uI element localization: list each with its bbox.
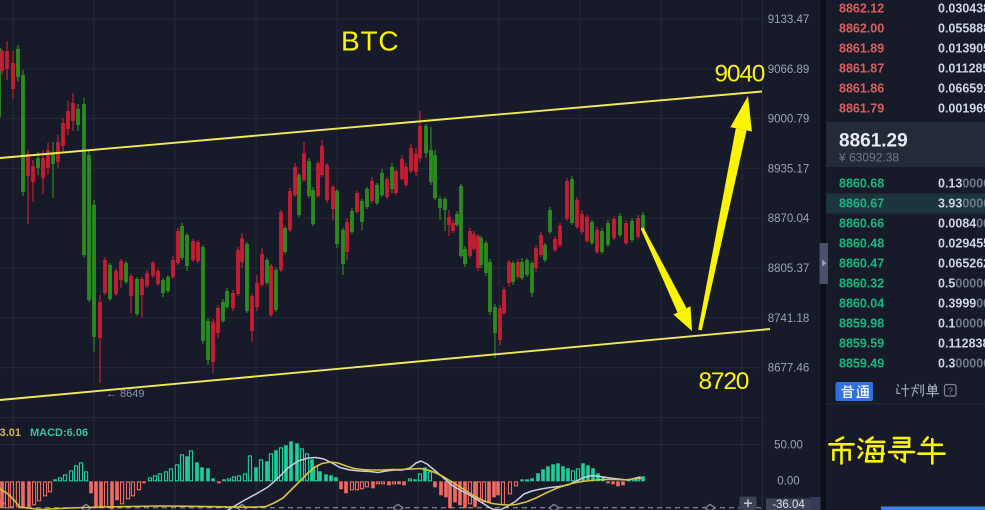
svg-text:0.065262: 0.065262 bbox=[938, 257, 985, 271]
svg-text:50.00: 50.00 bbox=[774, 440, 803, 452]
svg-text:0.055888: 0.055888 bbox=[938, 22, 985, 36]
svg-text:8859.49: 8859.49 bbox=[839, 357, 884, 371]
svg-text:BTC: BTC bbox=[341, 26, 399, 57]
svg-text:8860.32: 8860.32 bbox=[839, 277, 884, 291]
svg-text:8935.17: 8935.17 bbox=[768, 163, 810, 175]
svg-text:¥ 63092.38: ¥ 63092.38 bbox=[838, 151, 899, 165]
svg-text:8861.29: 8861.29 bbox=[839, 131, 908, 152]
svg-text:0.130000: 0.130000 bbox=[938, 177, 985, 191]
svg-text:8859.98: 8859.98 bbox=[839, 317, 884, 331]
svg-text:8862.12: 8862.12 bbox=[839, 2, 884, 16]
svg-text:9066.89: 9066.89 bbox=[768, 64, 810, 76]
svg-text:-36.04: -36.04 bbox=[772, 499, 805, 510]
svg-text:8870.04: 8870.04 bbox=[768, 213, 810, 225]
svg-text:8860.47: 8860.47 bbox=[839, 257, 884, 271]
svg-text:8862.00: 8862.00 bbox=[839, 22, 884, 36]
svg-text:0.029455: 0.029455 bbox=[938, 237, 985, 251]
svg-text:13.01: 13.01 bbox=[0, 427, 21, 439]
svg-text:9040: 9040 bbox=[715, 61, 765, 88]
svg-text:8861.87: 8861.87 bbox=[839, 62, 884, 76]
svg-text:8859.59: 8859.59 bbox=[839, 337, 884, 351]
svg-text:8860.67: 8860.67 bbox=[839, 197, 884, 211]
svg-text:0.066591: 0.066591 bbox=[938, 82, 985, 96]
svg-text:8861.89: 8861.89 bbox=[839, 42, 884, 56]
svg-text:8860.68: 8860.68 bbox=[839, 177, 884, 191]
svg-text:0.100000: 0.100000 bbox=[938, 317, 985, 331]
svg-text:8677.46: 8677.46 bbox=[768, 363, 810, 375]
svg-text:0.300000: 0.300000 bbox=[938, 357, 985, 371]
svg-text:8861.79: 8861.79 bbox=[839, 102, 884, 116]
svg-text:9000.79: 9000.79 bbox=[768, 114, 810, 126]
svg-text:← 8649: ← 8649 bbox=[106, 388, 145, 400]
svg-text:8741.18: 8741.18 bbox=[768, 313, 810, 325]
svg-text:8805.37: 8805.37 bbox=[768, 263, 810, 275]
svg-text:9133.47: 9133.47 bbox=[768, 14, 810, 26]
svg-text:8860.66: 8860.66 bbox=[839, 217, 884, 231]
svg-text:0.011285: 0.011285 bbox=[938, 62, 985, 76]
svg-text:0.008400: 0.008400 bbox=[938, 217, 985, 231]
svg-text:8720: 8720 bbox=[699, 368, 749, 395]
svg-text:8861.86: 8861.86 bbox=[839, 82, 884, 96]
svg-text:0.399900: 0.399900 bbox=[938, 297, 985, 311]
svg-text:8860.04: 8860.04 bbox=[839, 297, 884, 311]
svg-text:0.500000: 0.500000 bbox=[938, 277, 985, 291]
svg-text:0.030438: 0.030438 bbox=[938, 2, 985, 16]
svg-text:0.00: 0.00 bbox=[777, 476, 799, 488]
svg-text:0.013905: 0.013905 bbox=[938, 42, 985, 56]
svg-text:0.001969: 0.001969 bbox=[938, 102, 985, 116]
svg-text:?: ? bbox=[948, 386, 953, 397]
svg-text:0.112838: 0.112838 bbox=[938, 337, 985, 351]
svg-text:3.930000: 3.930000 bbox=[938, 197, 985, 211]
svg-text:8860.48: 8860.48 bbox=[839, 237, 884, 251]
svg-text:MACD:6.06: MACD:6.06 bbox=[30, 427, 88, 439]
